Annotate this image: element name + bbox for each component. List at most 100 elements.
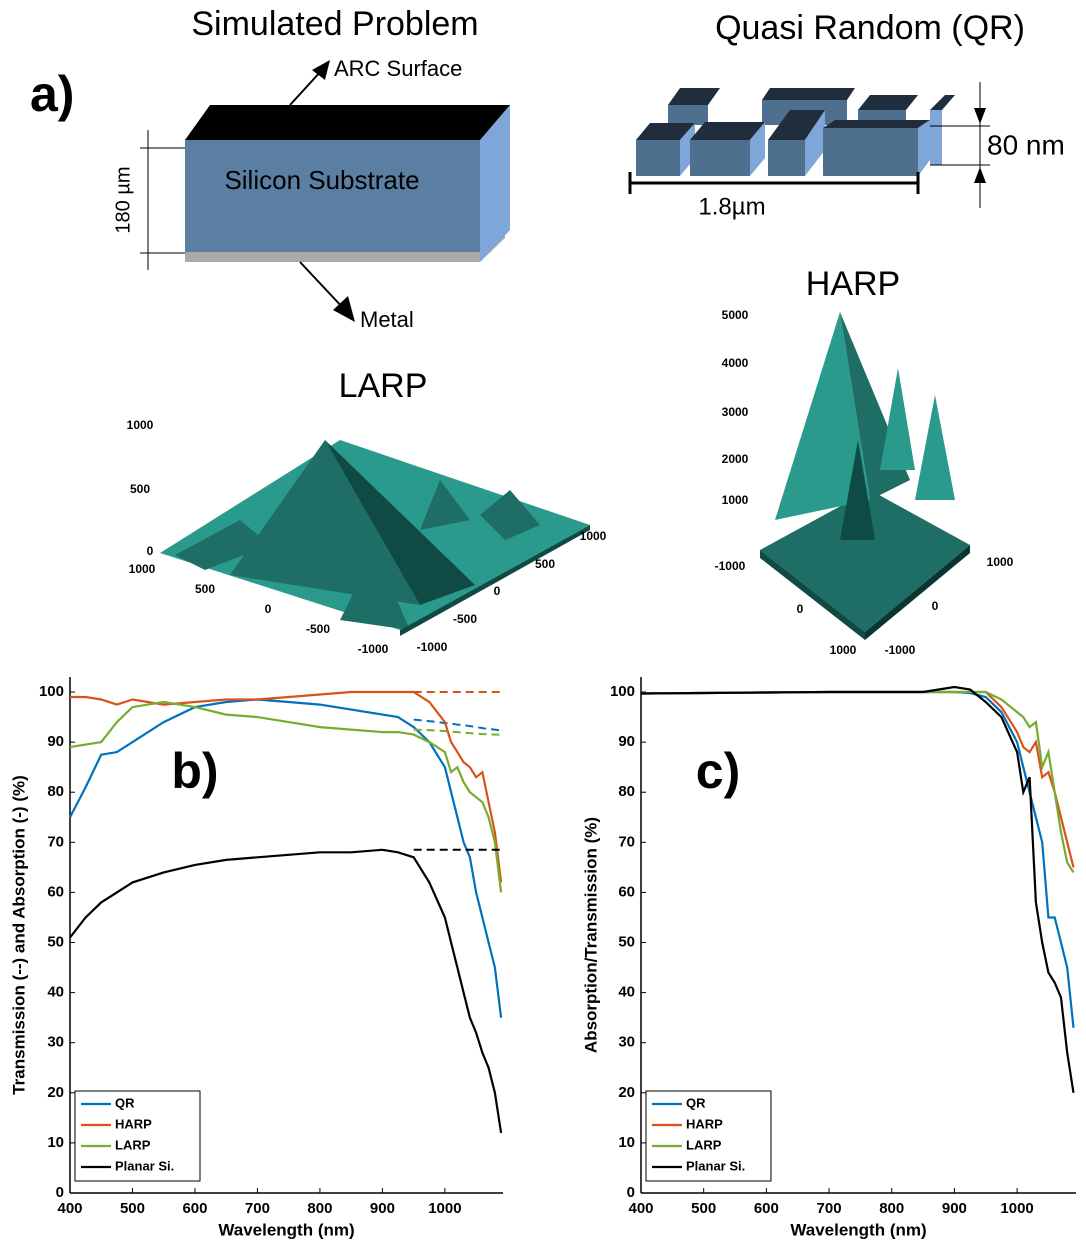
y-axis-label: Transmission (--) and Absorption (-) (%)	[9, 775, 28, 1095]
panel-label: a)	[30, 66, 74, 122]
y-tick-label: 100	[610, 683, 635, 700]
y-tick-label: 100	[39, 683, 64, 700]
arrow	[289, 69, 323, 106]
absorption-line	[70, 690, 503, 883]
x-tick-label: 500	[120, 1200, 145, 1217]
panel-label: b)	[171, 743, 218, 799]
axis-tick-label: 1000	[580, 529, 607, 543]
axis-tick-label: -1000	[358, 642, 389, 656]
legend-label: Planar Si.	[686, 1158, 745, 1173]
axis-tick-label: 1000	[129, 562, 156, 576]
axis-tick-label: -1000	[715, 559, 746, 573]
axis-tick-label: -500	[306, 622, 330, 636]
arrow-head	[974, 167, 986, 183]
axis-tick-label: 1000	[830, 643, 857, 657]
arrow-head	[974, 108, 986, 124]
x-tick-label: 400	[57, 1200, 82, 1217]
x-tick-label: 1000	[428, 1200, 461, 1217]
harp-surface	[760, 312, 970, 640]
y-tick-label: 40	[47, 984, 64, 1001]
transmission-line	[413, 718, 502, 732]
x-tick-label: 600	[182, 1200, 207, 1217]
absorption-line	[640, 685, 1075, 1093]
x-tick-label: 800	[879, 1200, 904, 1217]
axis-tick-label: -1000	[885, 643, 916, 657]
diagram-title: Quasi Random (QR)	[715, 9, 1025, 47]
x-tick-label: 700	[245, 1200, 270, 1217]
y-tick-label: 90	[618, 733, 635, 750]
metal-label: Metal	[360, 307, 414, 332]
substrate-label: Silicon Substrate	[224, 165, 419, 195]
diagram-title: HARP	[806, 265, 900, 303]
transmission-line	[413, 728, 502, 736]
arc-label: ARC Surface	[334, 56, 462, 81]
diagram-title: Simulated Problem	[191, 5, 478, 43]
arrow-head	[333, 296, 355, 322]
x-tick-label: 1000	[1000, 1200, 1033, 1217]
arrow-head	[312, 60, 330, 80]
axis-tick-label: 2000	[722, 452, 749, 466]
y-tick-label: 90	[47, 733, 64, 750]
legend-label: HARP	[686, 1116, 723, 1131]
x-tick-label: 400	[628, 1200, 653, 1217]
x-tick-label: 800	[307, 1200, 332, 1217]
x-axis-label: Wavelength (nm)	[218, 1220, 354, 1239]
y-tick-label: 30	[618, 1034, 635, 1051]
axis-tick-label: -500	[453, 612, 477, 626]
axis-tick-label: 0	[147, 544, 154, 558]
axis-tick-label: 500	[130, 482, 150, 496]
y-tick-label: 40	[618, 984, 635, 1001]
y-tick-label: 60	[47, 883, 64, 900]
y-tick-label: 70	[47, 833, 64, 850]
axis-tick-label: 4000	[722, 356, 749, 370]
panel-label: c)	[696, 743, 740, 799]
axis-tick-label: 500	[535, 557, 555, 571]
axis-tick-label: 1000	[127, 418, 154, 432]
axis-tick-label: 0	[797, 602, 804, 616]
axis-tick-label: 1000	[987, 555, 1014, 569]
axis-tick-label: 0	[265, 602, 272, 616]
legend-label: LARP	[686, 1137, 722, 1152]
substrate-side	[480, 105, 510, 262]
x-tick-label: 900	[370, 1200, 395, 1217]
y-tick-label: 50	[618, 933, 635, 950]
height-label: 80 nm	[987, 129, 1065, 160]
axis-tick-label: 0	[494, 584, 501, 598]
x-tick-label: 600	[754, 1200, 779, 1217]
x-tick-label: 500	[691, 1200, 716, 1217]
x-tick-label: 700	[817, 1200, 842, 1217]
thickness-label: 180 µm	[112, 166, 134, 233]
legend-label: Planar Si.	[115, 1158, 174, 1173]
y-tick-label: 80	[618, 783, 635, 800]
axis-tick-label: 0	[932, 599, 939, 613]
arrow	[299, 261, 346, 311]
axis-tick-label: 3000	[722, 405, 749, 419]
axis-tick-label: 500	[195, 582, 215, 596]
x-axis-label: Wavelength (nm)	[790, 1220, 926, 1239]
arc-surface	[185, 105, 510, 140]
absorption-line	[69, 848, 503, 1134]
legend-label: QR	[686, 1095, 706, 1110]
y-tick-label: 50	[47, 933, 64, 950]
larp-surface	[160, 440, 590, 636]
diagram-title: LARP	[339, 367, 428, 405]
x-tick-label: 900	[942, 1200, 967, 1217]
y-tick-label: 0	[56, 1184, 64, 1201]
axis-tick-label: 5000	[722, 308, 749, 322]
axis-tick-label: 1000	[722, 493, 749, 507]
y-tick-label: 60	[618, 883, 635, 900]
legend-label: HARP	[115, 1116, 152, 1131]
y-tick-label: 10	[618, 1134, 635, 1151]
y-axis-label: Absorption/Transmission (%)	[581, 817, 600, 1053]
absorption-line	[69, 698, 503, 1018]
y-tick-label: 20	[618, 1084, 635, 1101]
y-tick-label: 70	[618, 833, 635, 850]
qr-blocks	[636, 88, 955, 176]
legend-label: LARP	[115, 1137, 151, 1152]
period-label: 1.8µm	[698, 193, 765, 220]
legend-label: QR	[115, 1095, 135, 1110]
absorption-line	[69, 700, 503, 893]
metal-layer	[185, 228, 505, 262]
substrate-front	[185, 140, 480, 252]
